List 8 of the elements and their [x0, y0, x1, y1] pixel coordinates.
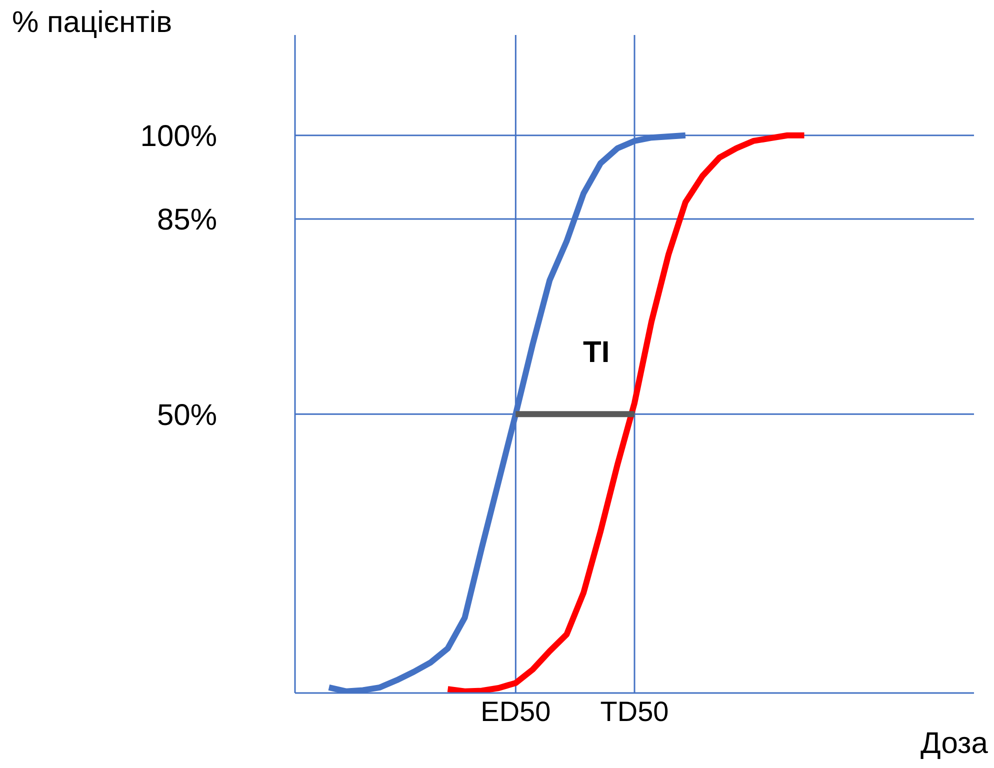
y-tick-label: 85% — [156, 204, 217, 237]
x-tick-label: TD50 — [600, 696, 669, 727]
y-axis-title: % пацієнтів — [12, 6, 172, 40]
x-axis-title: Доза — [920, 726, 988, 762]
y-tick-label: 50% — [156, 398, 217, 432]
y-tick-label: 100% — [140, 120, 217, 154]
annotation: TI — [583, 336, 610, 370]
x-tick-label: ED50 — [480, 696, 551, 727]
